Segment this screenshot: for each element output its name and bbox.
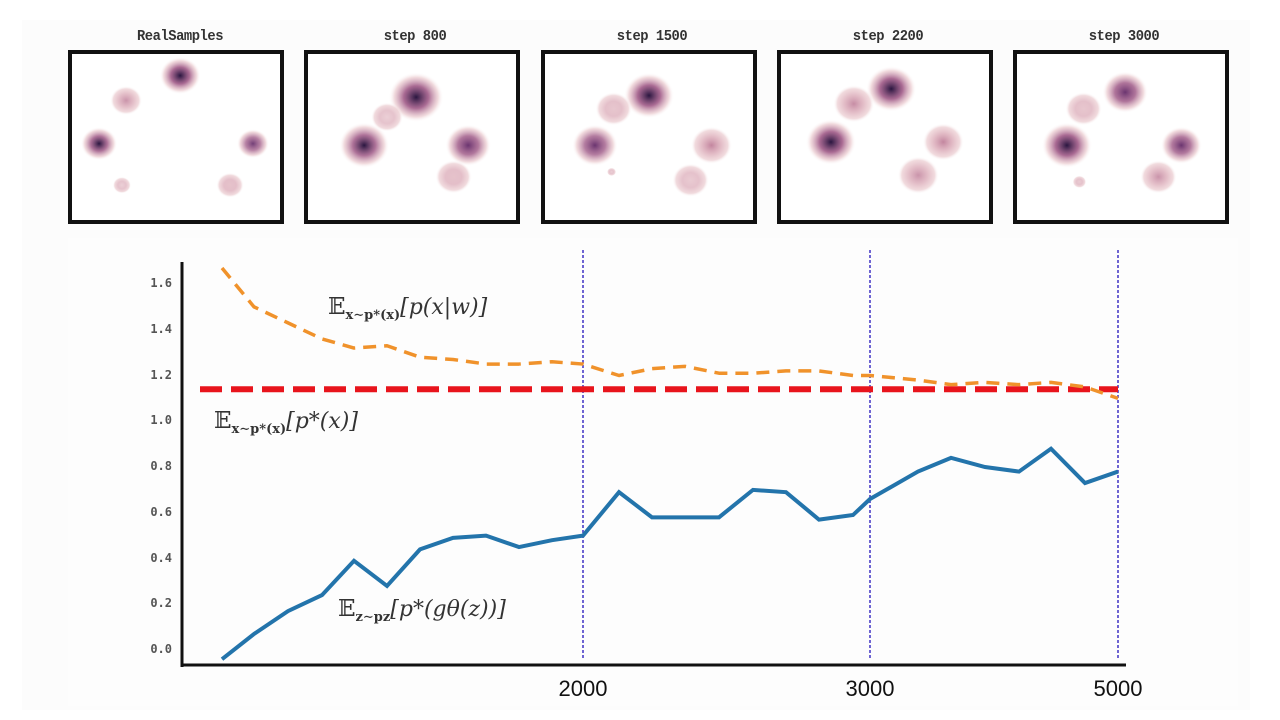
density-blob: [80, 127, 118, 161]
y-tick-label: 0.8: [150, 459, 172, 473]
density-blob: [606, 167, 617, 177]
density-blob: [338, 122, 390, 169]
density-blob: [159, 56, 201, 95]
density-plot: [805, 65, 964, 194]
thumbnail-title-step-3000: step 3000: [1088, 28, 1160, 45]
thumbnail-step-800: [304, 50, 520, 224]
x-tick-label: 2000: [558, 676, 608, 701]
subscript: x∼p*(x): [231, 422, 287, 437]
series-label-true-density-generated: 𝔼z∼pz[p*(gθ(z))]: [338, 596, 506, 625]
label-expression: [p(x|w)]: [400, 295, 488, 320]
series-line-model-likelihood: [220, 266, 1119, 401]
thumbnail-step-3000: [1013, 50, 1229, 224]
thumbnail-real-samples: [68, 50, 284, 224]
density-blob: [371, 102, 404, 132]
thumbnail-step-1500: [541, 50, 757, 224]
density-blob: [690, 126, 732, 165]
density-blob: [922, 123, 964, 161]
density-plot: [572, 72, 732, 197]
y-tick-label: 0.4: [150, 550, 172, 565]
density-plot: [80, 56, 269, 198]
density-blob: [623, 72, 675, 119]
density-blob: [445, 124, 492, 167]
thumbnail-title-step-1500: step 1500: [616, 28, 688, 45]
density-blob: [110, 85, 143, 116]
density-blob: [388, 72, 444, 123]
x-tick-label: 3000: [845, 676, 895, 701]
subscript: z∼pz: [355, 610, 391, 625]
thumbnail-title-step-2200: step 2200: [852, 28, 924, 45]
density-blob: [435, 160, 472, 194]
y-tick-label: 1.0: [150, 413, 172, 428]
density-plot: [1041, 71, 1202, 194]
y-tick-label: 1.6: [150, 276, 172, 290]
series-line-true-density-generated: [220, 446, 1119, 661]
expectation-symbol: 𝔼: [214, 408, 232, 434]
density-blob: [897, 156, 939, 194]
y-tick-label: 1.2: [150, 367, 172, 382]
density-blob: [672, 163, 709, 197]
y-tick-label: 0.6: [150, 504, 172, 519]
density-blob: [805, 119, 857, 165]
series-label-true-density-real: 𝔼x∼p*(x)[p*(x)]: [214, 408, 358, 437]
series-label-model-likelihood: 𝔼x∼p*(x)[p(x|w)]: [328, 294, 487, 323]
density-blob: [1140, 160, 1177, 194]
density-blob: [112, 176, 132, 194]
y-tick-label: 0.0: [150, 642, 172, 656]
density-blob: [1041, 122, 1093, 169]
density-blob: [572, 124, 618, 167]
thumbnail-title-real-samples: RealSamples: [136, 28, 224, 45]
thumbnail-step-2200: [777, 50, 993, 224]
density-blob: [1160, 126, 1202, 165]
density-blob: [216, 172, 244, 198]
density-blob: [1072, 175, 1087, 189]
density-blob: [1065, 92, 1102, 126]
expectation-symbol: 𝔼: [328, 294, 346, 320]
subscript: x∼p*(x): [345, 308, 401, 323]
x-tick-label: 5000: [1093, 676, 1143, 701]
density-blob: [866, 65, 917, 112]
density-blob: [833, 85, 875, 123]
density-plot: [338, 72, 492, 194]
label-expression: [p*(x)]: [286, 409, 358, 434]
density-blob: [1102, 71, 1149, 113]
thumbnail-title-step-800: step 800: [383, 28, 447, 45]
y-tick-label: 1.4: [150, 321, 172, 336]
density-blob: [236, 129, 269, 159]
density-blob: [595, 92, 632, 126]
y-tick-label: 0.2: [150, 596, 172, 611]
expectation-symbol: 𝔼: [338, 596, 356, 622]
label-expression: [p*(gθ(z))]: [390, 597, 506, 622]
